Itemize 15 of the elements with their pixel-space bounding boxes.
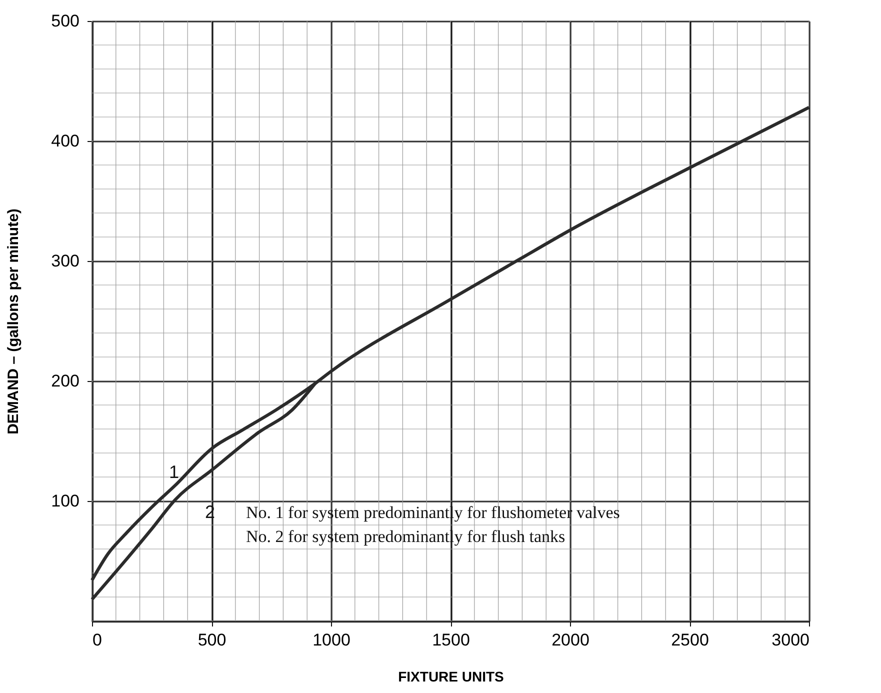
x-tick-label: 0 xyxy=(92,630,102,650)
x-tick-label: 2500 xyxy=(671,630,709,650)
x-tick-label: 2000 xyxy=(552,630,590,650)
y-tick-label: 300 xyxy=(51,252,80,270)
annotation: 1 xyxy=(168,462,180,482)
y-tick-label: 100 xyxy=(51,492,80,510)
x-axis-title: FIXTURE UNITS xyxy=(398,668,504,684)
x-tick-label: 1000 xyxy=(312,630,350,650)
x-tick-label: 1500 xyxy=(432,630,470,650)
y-axis-title: DEMAND – (gallons per minute) xyxy=(5,208,22,434)
x-tick-label: 500 xyxy=(198,630,226,650)
y-tick-label: 500 xyxy=(51,12,80,30)
x-tick-label: 3000 xyxy=(772,630,810,650)
y-tick-label: 400 xyxy=(51,132,80,150)
y-tick-label: 200 xyxy=(51,372,80,390)
